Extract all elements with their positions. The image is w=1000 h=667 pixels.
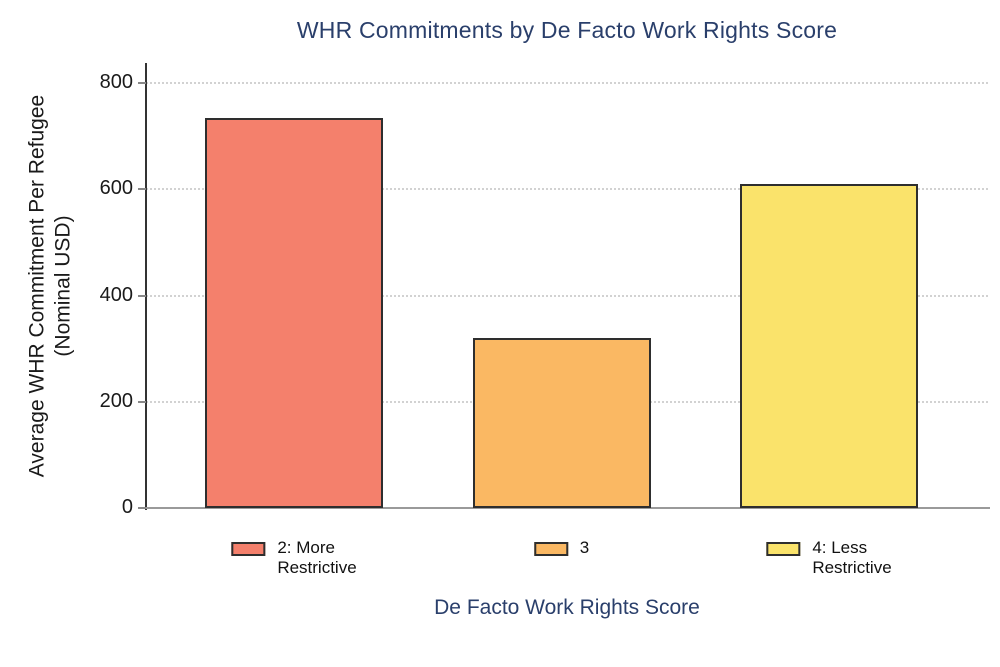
y-tick-label-0: 0 — [121, 496, 133, 519]
y-tick-label-600: 600 — [99, 177, 133, 200]
y-tick-400 — [138, 294, 146, 297]
y-tick-200 — [138, 400, 146, 403]
gridline-800 — [146, 82, 988, 84]
y-tick-0 — [138, 507, 146, 509]
legend: 2: More Restrictive 3 4: Less Restrictive — [0, 538, 1000, 588]
legend-label-3: 3 — [579, 538, 590, 557]
y-tick-label-400: 400 — [99, 283, 133, 306]
y-tick-600 — [138, 188, 146, 191]
y-tick-label-800: 800 — [99, 71, 133, 94]
legend-swatch-4-less-restrictive — [766, 542, 801, 556]
chart-title: WHR Commitments by De Facto Work Rights … — [296, 17, 838, 43]
legend-item-4-less-restrictive: 4: Less Restrictive — [766, 538, 892, 578]
gridline-600 — [146, 188, 988, 191]
legend-label-4-less-restrictive: 4: Less Restrictive — [812, 538, 892, 578]
x-axis-title: De Facto Work Rights Score — [434, 596, 700, 619]
y-tick-label-200: 200 — [99, 389, 133, 412]
x-axis-line — [140, 507, 990, 509]
legend-swatch-2-more-restrictive — [231, 542, 266, 556]
gridline-400 — [146, 294, 988, 297]
bar-3 — [472, 338, 651, 508]
legend-swatch-3 — [533, 542, 568, 556]
legend-label-2-more-restrictive: 2: More Restrictive — [277, 538, 357, 578]
legend-item-3: 3 — [533, 538, 590, 558]
y-tick-800 — [138, 82, 146, 84]
bar-2-more-restrictive — [205, 117, 383, 508]
y-axis-line — [145, 63, 147, 510]
legend-item-2-more-restrictive: 2: More Restrictive — [231, 538, 357, 578]
bar-4-less-restrictive — [740, 183, 918, 508]
